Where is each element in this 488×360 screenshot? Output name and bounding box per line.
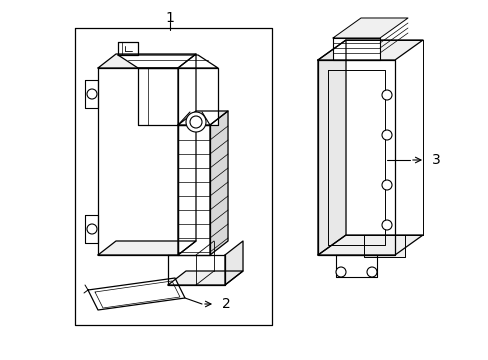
Circle shape [381, 180, 391, 190]
Circle shape [366, 267, 376, 277]
Text: 1: 1 [165, 11, 174, 25]
Polygon shape [85, 80, 98, 108]
Polygon shape [209, 111, 227, 255]
Circle shape [185, 112, 205, 132]
Polygon shape [332, 18, 407, 38]
Text: 3: 3 [431, 153, 440, 167]
Circle shape [190, 116, 202, 128]
Polygon shape [224, 241, 243, 285]
Circle shape [87, 89, 97, 99]
Polygon shape [317, 235, 422, 255]
Polygon shape [88, 278, 184, 310]
Polygon shape [178, 125, 209, 255]
Text: 2: 2 [222, 297, 230, 311]
Polygon shape [98, 54, 196, 68]
Circle shape [87, 224, 97, 234]
Polygon shape [335, 255, 376, 277]
Polygon shape [118, 42, 138, 55]
Polygon shape [178, 54, 196, 255]
Polygon shape [98, 68, 178, 255]
Polygon shape [138, 68, 218, 125]
Circle shape [381, 130, 391, 140]
Circle shape [381, 220, 391, 230]
Polygon shape [118, 55, 218, 68]
Circle shape [335, 267, 346, 277]
Polygon shape [178, 111, 227, 125]
Polygon shape [168, 255, 224, 285]
Circle shape [381, 90, 391, 100]
Polygon shape [85, 215, 98, 243]
Polygon shape [363, 235, 404, 257]
Polygon shape [332, 38, 379, 60]
Polygon shape [317, 40, 422, 60]
Polygon shape [168, 271, 243, 285]
Polygon shape [317, 40, 346, 255]
Polygon shape [317, 60, 394, 255]
Polygon shape [98, 241, 196, 255]
